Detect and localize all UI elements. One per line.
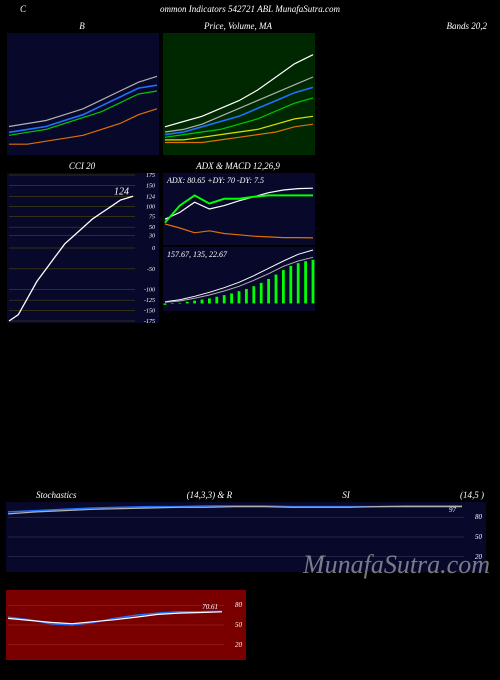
svg-text:157.67, 135, 22.67: 157.67, 135, 22.67 <box>167 250 228 259</box>
svg-text:50: 50 <box>235 621 243 629</box>
header-title: ommon Indicators 542721 ABL MunafaSutra.… <box>160 4 340 14</box>
svg-text:0: 0 <box>152 246 155 252</box>
row-2: CCI 20 -175 -150 -125 -100 -50 0 30 50 75 100 124 1… <box>0 158 500 324</box>
svg-text:30: 30 <box>148 233 155 239</box>
chart-adx: ADX: 80.65 +DY: 70 -DY: 7.5 <box>163 173 313 245</box>
svg-text:-50: -50 <box>147 267 155 273</box>
svg-text:20: 20 <box>235 641 243 649</box>
svg-text:97: 97 <box>449 506 457 514</box>
chart-bollinger <box>7 33 157 155</box>
page-header: C ommon Indicators 542721 ABL MunafaSutr… <box>0 0 500 18</box>
title-bollinger: B <box>7 19 157 33</box>
svg-text:20: 20 <box>475 553 483 561</box>
svg-text:-100: -100 <box>144 288 155 294</box>
svg-text:150: 150 <box>146 183 155 189</box>
svg-text:100: 100 <box>146 204 155 210</box>
svg-text:-125: -125 <box>144 298 155 304</box>
svg-text:75: 75 <box>149 215 155 221</box>
title-row-stoch: Stochastics (14,3,3) & R SI (14,5 ) <box>6 490 494 502</box>
panel-cci: CCI 20 -175 -150 -125 -100 -50 0 30 50 75 100 124 1… <box>6 158 158 324</box>
panel-stochastics: Stochastics (14,3,3) & R SI (14,5 ) 20 50… <box>6 490 494 572</box>
chart-rsi: 20 50 80 70.61 <box>6 590 246 660</box>
svg-text:-150: -150 <box>144 309 155 315</box>
panel-rsi: 20 50 80 70.61 <box>6 590 246 660</box>
label-stoch-left: Stochastics <box>36 490 77 500</box>
panel-adx-macd: ADX & MACD 12,26,9 ADX: 80.65 +DY: 70 -D… <box>162 158 314 324</box>
label-stoch-mid: (14,3,3) & R <box>187 490 233 500</box>
svg-text:50: 50 <box>475 533 483 541</box>
label-stoch-right: (14,5 ) <box>460 490 484 500</box>
panel-bollinger: B <box>6 18 158 156</box>
row-1: B Price, Volume, MA Bands 20,2 <box>0 18 500 156</box>
svg-text:ADX: 80.65 +DY: 70 -DY: 7.5: ADX: 80.65 +DY: 70 -DY: 7.5 <box>166 176 264 185</box>
svg-text:124: 124 <box>114 186 129 197</box>
chart-cci: -175 -150 -125 -100 -50 0 30 50 75 100 124 150 175 12… <box>7 173 157 323</box>
svg-text:-175: -175 <box>144 319 155 323</box>
label-bands: Bands 20,2 <box>319 19 487 33</box>
title-cci: CCI 20 <box>7 159 157 173</box>
header-left-char: C <box>20 4 26 14</box>
chart-stochastics: 20 50 80 97 <box>6 502 494 572</box>
panel-price-ma: Price, Volume, MA <box>162 18 314 156</box>
title-adx: ADX & MACD 12,26,9 <box>163 159 313 173</box>
svg-text:124: 124 <box>146 193 155 200</box>
panel-bands-label: Bands 20,2 <box>318 18 494 156</box>
svg-text:80: 80 <box>475 513 483 521</box>
chart-macd: 157.67, 135, 22.67 <box>163 247 313 311</box>
chart-price-ma <box>163 33 313 155</box>
label-stoch-si: SI <box>342 490 350 500</box>
svg-text:80: 80 <box>235 601 243 609</box>
svg-text:175: 175 <box>146 173 155 179</box>
title-price-ma: Price, Volume, MA <box>163 19 313 33</box>
svg-text:50: 50 <box>149 225 155 231</box>
svg-text:70.61: 70.61 <box>202 603 218 611</box>
